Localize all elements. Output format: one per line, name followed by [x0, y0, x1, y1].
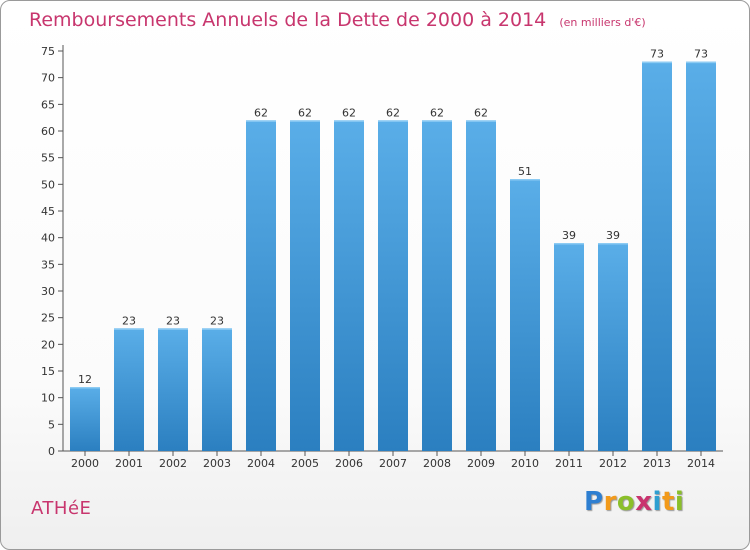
logo-letter: i	[652, 487, 662, 517]
bar-highlight	[70, 387, 100, 389]
y-tick-label: 55	[41, 152, 55, 165]
y-tick-label: 75	[41, 45, 55, 58]
bar[interactable]	[642, 61, 672, 452]
y-tick-label: 65	[41, 98, 55, 111]
data-labels: 12 23 23 23 62 62 62 62 62 62 51 39 39 73 73	[78, 48, 708, 386]
x-tick-label: 2013	[643, 457, 671, 470]
x-tick-label: 2008	[423, 457, 451, 470]
data-label: 62	[386, 106, 400, 119]
data-label: 39	[606, 229, 620, 242]
y-tick-label: 35	[41, 258, 55, 271]
logo-letter: x	[635, 487, 653, 517]
bar[interactable]	[70, 387, 100, 451]
x-tick-label: 2012	[599, 457, 627, 470]
data-label: 12	[78, 373, 92, 386]
bar-highlight	[686, 61, 716, 64]
y-tick-label: 70	[41, 72, 55, 85]
x-tick-label: 2011	[555, 457, 583, 470]
x-tick-label: 2007	[379, 457, 407, 470]
y-tick-label: 30	[41, 285, 55, 298]
y-tick-label: 5	[48, 418, 55, 431]
bar-highlight	[158, 328, 188, 330]
bar-highlight	[114, 328, 144, 330]
logo-letter: o	[616, 487, 636, 517]
x-tick-label: 2003	[203, 457, 231, 470]
bar-highlight	[510, 179, 540, 181]
data-label: 39	[562, 229, 576, 242]
bar-highlight	[466, 120, 496, 122]
x-tick-label: 2009	[467, 457, 495, 470]
chart-title: Remboursements Annuels de la Dette de 20…	[29, 9, 547, 31]
x-tick-label: 2002	[159, 457, 187, 470]
bar-highlight	[642, 61, 672, 64]
y-tick-label: 25	[41, 312, 55, 325]
bar[interactable]	[422, 120, 452, 451]
bar[interactable]	[378, 120, 408, 451]
y-tick-label: 60	[41, 125, 55, 138]
bar-highlight	[422, 120, 452, 122]
x-tick-label: 2014	[687, 457, 715, 470]
bar-highlight	[334, 120, 364, 122]
commune-name: ATHéE	[31, 498, 92, 519]
bar-highlight	[246, 120, 276, 122]
y-tick-label: 10	[41, 392, 55, 405]
data-label: 73	[650, 48, 664, 61]
y-tick-label: 15	[41, 365, 55, 378]
x-tick-label: 2004	[247, 457, 275, 470]
bar-highlight	[598, 243, 628, 245]
bars	[70, 61, 716, 452]
bar[interactable]	[158, 328, 188, 451]
data-label: 23	[210, 314, 224, 327]
data-label: 62	[342, 106, 356, 119]
chart-title-row: Remboursements Annuels de la Dette de 20…	[29, 9, 646, 31]
logo-letter: i	[674, 487, 685, 517]
data-label: 51	[518, 165, 532, 178]
data-label: 62	[430, 106, 444, 119]
x-tick-label: 2000	[71, 457, 99, 470]
bar[interactable]	[334, 120, 364, 451]
x-tick-label: 2010	[511, 457, 539, 470]
x-tick-label: 2006	[335, 457, 363, 470]
bar[interactable]	[598, 243, 628, 451]
data-label: 62	[254, 106, 268, 119]
data-label: 23	[166, 314, 180, 327]
y-tick-label: 50	[41, 178, 55, 191]
y-tick-label: 20	[41, 338, 55, 351]
bar[interactable]	[466, 120, 496, 451]
data-label: 62	[474, 106, 488, 119]
logo-letter: r	[603, 487, 617, 517]
data-label: 23	[122, 314, 136, 327]
y-tick-label: 40	[41, 232, 55, 245]
proxiti-logo[interactable]: Proxiti	[584, 487, 684, 517]
chart-unit: (en milliers d'€)	[559, 16, 646, 29]
x-tick-label: 2001	[115, 457, 143, 470]
y-tick-label: 45	[41, 205, 55, 218]
bar[interactable]	[290, 120, 320, 451]
bar-highlight	[202, 328, 232, 330]
logo-letter: t	[661, 487, 675, 517]
bar[interactable]	[246, 120, 276, 451]
bar[interactable]	[510, 179, 540, 451]
logo-letter: P	[584, 487, 604, 517]
y-tick-label: 0	[48, 445, 55, 458]
x-tick-label: 2005	[291, 457, 319, 470]
bar-highlight	[554, 243, 584, 245]
bar[interactable]	[554, 243, 584, 451]
bar[interactable]	[686, 61, 716, 452]
data-label: 73	[694, 48, 708, 61]
bar[interactable]	[114, 328, 144, 451]
bar-highlight	[290, 120, 320, 122]
bar-highlight	[378, 120, 408, 122]
bar[interactable]	[202, 328, 232, 451]
data-label: 62	[298, 106, 312, 119]
